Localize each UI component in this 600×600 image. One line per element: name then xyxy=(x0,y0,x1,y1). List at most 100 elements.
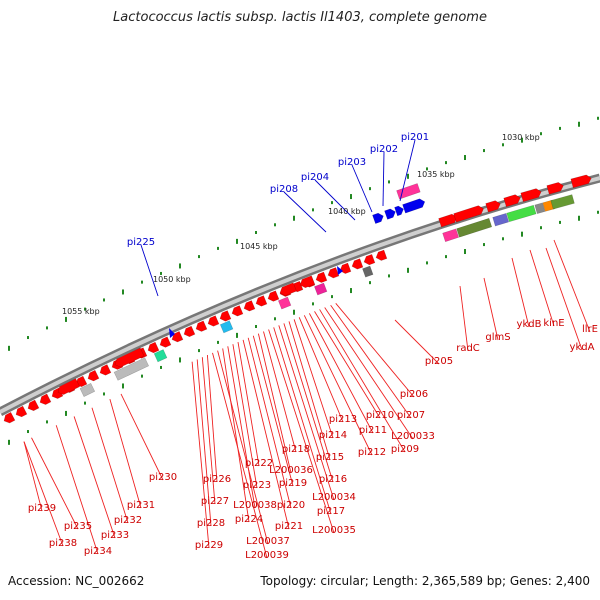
leader-line xyxy=(237,341,260,467)
feature-label-bottom: L200034 xyxy=(312,492,356,503)
feature-label-bottom: L200033 xyxy=(391,431,435,442)
scale-tick-inner xyxy=(274,317,276,321)
leader-line xyxy=(283,191,327,233)
feature-label-bottom: pi213 xyxy=(329,414,357,425)
gene-box xyxy=(534,202,546,214)
gene-arrow xyxy=(114,347,145,368)
scale-tick-outer xyxy=(217,246,219,250)
feature-label-top: pi202 xyxy=(370,144,398,155)
feature-label-bottom: pi211 xyxy=(359,425,387,436)
feature-label-right: kinE xyxy=(543,318,564,329)
gene-arrow xyxy=(279,282,297,296)
leader-line xyxy=(191,361,210,549)
scale-tick-outer xyxy=(483,149,485,153)
leader-line xyxy=(314,179,356,221)
scale-tick-outer xyxy=(407,173,409,179)
scale-label: 1030 kbp xyxy=(502,133,540,142)
leader-line xyxy=(217,350,269,545)
accession-text: Accession: NC_002662 xyxy=(8,574,145,588)
gene-box xyxy=(456,217,493,238)
scale-tick-inner xyxy=(521,231,523,237)
leader-line xyxy=(247,337,292,509)
gene-arrow xyxy=(351,258,364,270)
scale-tick-outer xyxy=(27,336,29,340)
scale-tick-outer xyxy=(312,208,314,212)
leader-line xyxy=(298,317,344,423)
scale-tick-inner xyxy=(141,374,143,378)
gene-arrow xyxy=(99,364,112,376)
gene-arrow xyxy=(243,300,256,312)
feature-label-right: ykdB xyxy=(517,319,542,330)
leader-line xyxy=(227,346,256,509)
leader-line xyxy=(232,344,258,489)
scale-tick-outer xyxy=(540,132,542,136)
scale-tick-inner xyxy=(597,210,599,214)
leader-line xyxy=(293,319,334,439)
scale-tick-inner xyxy=(331,295,333,299)
gene-arrow xyxy=(57,378,81,395)
scale-tick-outer xyxy=(445,161,447,165)
leader-line xyxy=(268,329,335,534)
gene-arrow xyxy=(267,290,280,302)
scale-tick-outer xyxy=(65,316,67,322)
leader-line xyxy=(242,339,290,530)
leader-line xyxy=(399,139,416,202)
leader-line xyxy=(314,311,381,419)
feature-label-bottom: pi232 xyxy=(114,515,142,526)
leader-line xyxy=(283,323,334,483)
gene-arrow xyxy=(207,315,220,327)
feature-label-bottom: L200035 xyxy=(312,525,356,536)
feature-label-top: pi204 xyxy=(301,172,329,183)
feature-label-bottom: pi231 xyxy=(127,500,155,511)
gene-arrow xyxy=(147,341,160,354)
gene-box xyxy=(550,194,575,210)
gene-arrow xyxy=(327,267,340,279)
gene-arrow xyxy=(3,411,16,424)
gene-arrow xyxy=(363,253,376,266)
gene-arrow xyxy=(503,194,521,208)
feature-label-bottom: pi222 xyxy=(245,458,273,469)
feature-label-bottom: pi221 xyxy=(275,521,303,532)
gene-arrow xyxy=(299,275,316,289)
gene-arrow xyxy=(255,295,268,307)
gene-box xyxy=(396,183,421,200)
scale-tick-outer xyxy=(464,155,466,161)
feature-label-bottom: pi239 xyxy=(28,503,56,514)
leader-line xyxy=(91,407,129,524)
gene-arrow xyxy=(394,205,404,217)
strand-marker xyxy=(169,328,175,338)
scale-tick-inner xyxy=(103,392,105,396)
scale-tick-outer xyxy=(578,121,580,127)
scale-tick-outer xyxy=(8,345,10,351)
leader-line xyxy=(483,277,499,341)
leader-line xyxy=(196,359,212,527)
feature-label-bottom: pi210 xyxy=(366,410,394,421)
scale-tick-inner xyxy=(8,439,10,445)
leader-line xyxy=(529,249,555,327)
feature-label-bottom: pi227 xyxy=(201,496,229,507)
scale-label: 1050 kbp xyxy=(153,275,191,284)
scale-tick-inner xyxy=(65,410,67,416)
scale-tick-inner xyxy=(122,383,124,389)
feature-label-bottom: pi226 xyxy=(203,474,231,485)
gene-box xyxy=(506,204,537,223)
leader-line xyxy=(273,327,332,515)
leader-line xyxy=(382,151,385,207)
feature-label-bottom: pi223 xyxy=(243,480,271,491)
scale-tick-outer xyxy=(521,137,523,143)
scale-tick-outer xyxy=(350,194,352,200)
feature-label-bottom: L200037 xyxy=(246,536,290,547)
scale-tick-inner xyxy=(217,340,219,344)
leader-line xyxy=(263,331,297,453)
scale-tick-outer xyxy=(597,116,599,120)
gene-arrow xyxy=(315,271,328,283)
feature-label-bottom: pi220 xyxy=(277,500,305,511)
gene-arrow xyxy=(159,336,172,348)
gene-arrow xyxy=(195,320,208,332)
genome-summary-text: Topology: circular; Length: 2,365,589 bp… xyxy=(260,574,590,588)
gene-box xyxy=(219,320,234,334)
gene-arrow xyxy=(485,200,501,213)
feature-label-bottom: pi230 xyxy=(149,472,177,483)
strand-marker xyxy=(337,266,343,275)
leader-line xyxy=(511,257,530,328)
